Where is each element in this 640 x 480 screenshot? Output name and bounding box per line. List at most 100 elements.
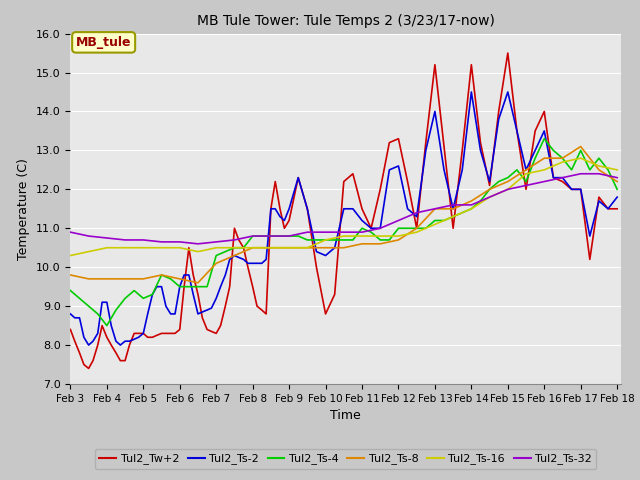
Tul2_Ts-8	[613, 179, 621, 184]
Line: Tul2_Ts-32: Tul2_Ts-32	[70, 174, 617, 244]
Tul2_Ts-8	[504, 179, 511, 184]
Tul2_Ts-32	[449, 202, 457, 208]
Tul2_Ts-16	[522, 171, 530, 177]
Tul2_Ts-8	[103, 276, 111, 282]
Tul2_Ts-8	[140, 276, 147, 282]
Tul2_Ts-8	[376, 241, 384, 247]
Tul2_Ts-16	[577, 156, 584, 161]
Tul2_Ts-32	[249, 233, 257, 239]
Tul2_Ts-2	[189, 291, 197, 297]
Tul2_Ts-32	[67, 229, 74, 235]
Tul2_Ts-32	[322, 229, 330, 235]
Tul2_Ts-2	[467, 89, 475, 95]
Tul2_Ts-32	[212, 239, 220, 245]
Tul2_Ts-16	[449, 214, 457, 219]
Tul2_Tw+2	[135, 331, 143, 336]
Tul2_Ts-2	[84, 342, 92, 348]
Tul2_Ts-4	[185, 284, 193, 289]
Tul2_Ts-32	[504, 186, 511, 192]
Tul2_Ts-2	[262, 256, 270, 262]
Tul2_Ts-32	[176, 239, 184, 245]
Tul2_Ts-4	[613, 186, 621, 192]
Tul2_Ts-8	[595, 167, 603, 173]
Tul2_Ts-16	[267, 245, 275, 251]
Tul2_Ts-32	[595, 171, 603, 177]
Tul2_Ts-32	[140, 237, 147, 243]
Tul2_Ts-16	[358, 233, 366, 239]
Legend: Tul2_Tw+2, Tul2_Ts-2, Tul2_Ts-4, Tul2_Ts-8, Tul2_Ts-16, Tul2_Ts-32: Tul2_Tw+2, Tul2_Ts-2, Tul2_Ts-4, Tul2_Ts…	[95, 449, 596, 469]
Tul2_Ts-8	[522, 167, 530, 173]
Tul2_Ts-16	[504, 186, 511, 192]
Tul2_Ts-16	[559, 159, 566, 165]
Tul2_Ts-2	[67, 311, 74, 317]
Tul2_Ts-16	[303, 245, 311, 251]
Tul2_Ts-8	[540, 156, 548, 161]
Tul2_Ts-2	[135, 335, 143, 340]
Line: Tul2_Ts-2: Tul2_Ts-2	[70, 92, 617, 345]
Tul2_Ts-8	[230, 252, 238, 258]
Tul2_Ts-8	[67, 272, 74, 278]
Tul2_Ts-32	[431, 206, 439, 212]
Tul2_Ts-16	[67, 252, 74, 258]
Tul2_Ts-8	[486, 186, 493, 192]
Tul2_Ts-32	[376, 226, 384, 231]
Tul2_Ts-4	[367, 229, 375, 235]
Tul2_Ts-32	[540, 179, 548, 184]
Tul2_Ts-16	[249, 245, 257, 251]
Tul2_Ts-16	[467, 206, 475, 212]
Tul2_Ts-8	[303, 245, 311, 251]
Tul2_Ts-8	[559, 156, 566, 161]
Tul2_Ts-8	[449, 206, 457, 212]
Tul2_Ts-32	[285, 233, 293, 239]
Tul2_Ts-16	[176, 245, 184, 251]
Tul2_Ts-8	[358, 241, 366, 247]
Tul2_Ts-32	[194, 241, 202, 247]
Tul2_Ts-8	[395, 237, 403, 243]
Tul2_Tw+2	[613, 206, 621, 212]
Tul2_Ts-4	[267, 233, 275, 239]
Tul2_Ts-8	[84, 276, 92, 282]
Tul2_Ts-16	[376, 233, 384, 239]
Title: MB Tule Tower: Tule Temps 2 (3/23/17-now): MB Tule Tower: Tule Temps 2 (3/23/17-now…	[196, 14, 495, 28]
Tul2_Ts-2	[204, 307, 211, 313]
Tul2_Ts-8	[467, 198, 475, 204]
Tul2_Ts-4	[559, 156, 566, 161]
Tul2_Ts-16	[230, 245, 238, 251]
Tul2_Ts-2	[613, 194, 621, 200]
Tul2_Ts-8	[157, 272, 165, 278]
Tul2_Ts-8	[431, 206, 439, 212]
Tul2_Ts-4	[404, 226, 412, 231]
Tul2_Ts-32	[413, 210, 420, 216]
Tul2_Ts-16	[595, 163, 603, 169]
Tul2_Ts-4	[540, 136, 548, 142]
Tul2_Ts-8	[194, 280, 202, 286]
Tul2_Ts-8	[577, 144, 584, 149]
Tul2_Ts-16	[395, 233, 403, 239]
Tul2_Tw+2	[262, 311, 270, 317]
Tul2_Ts-32	[577, 171, 584, 177]
Tul2_Ts-16	[285, 245, 293, 251]
Tul2_Ts-4	[204, 284, 211, 289]
Tul2_Tw+2	[189, 272, 197, 278]
Tul2_Ts-16	[212, 245, 220, 251]
Tul2_Ts-16	[413, 229, 420, 235]
Tul2_Ts-2	[185, 272, 193, 278]
Tul2_Ts-8	[340, 245, 348, 251]
Tul2_Ts-32	[303, 229, 311, 235]
Tul2_Ts-8	[413, 226, 420, 231]
Tul2_Ts-32	[103, 235, 111, 241]
Tul2_Ts-32	[559, 175, 566, 180]
Tul2_Ts-2	[586, 233, 594, 239]
Tul2_Ts-32	[486, 194, 493, 200]
Tul2_Tw+2	[185, 245, 193, 251]
Tul2_Ts-8	[322, 245, 330, 251]
Tul2_Ts-16	[140, 245, 147, 251]
Tul2_Tw+2	[504, 50, 511, 56]
Tul2_Tw+2	[67, 326, 74, 332]
Tul2_Ts-32	[467, 202, 475, 208]
Tul2_Ts-8	[285, 245, 293, 251]
Tul2_Ts-32	[358, 229, 366, 235]
Text: MB_tule: MB_tule	[76, 36, 131, 49]
Tul2_Ts-16	[84, 249, 92, 254]
Tul2_Ts-8	[249, 245, 257, 251]
